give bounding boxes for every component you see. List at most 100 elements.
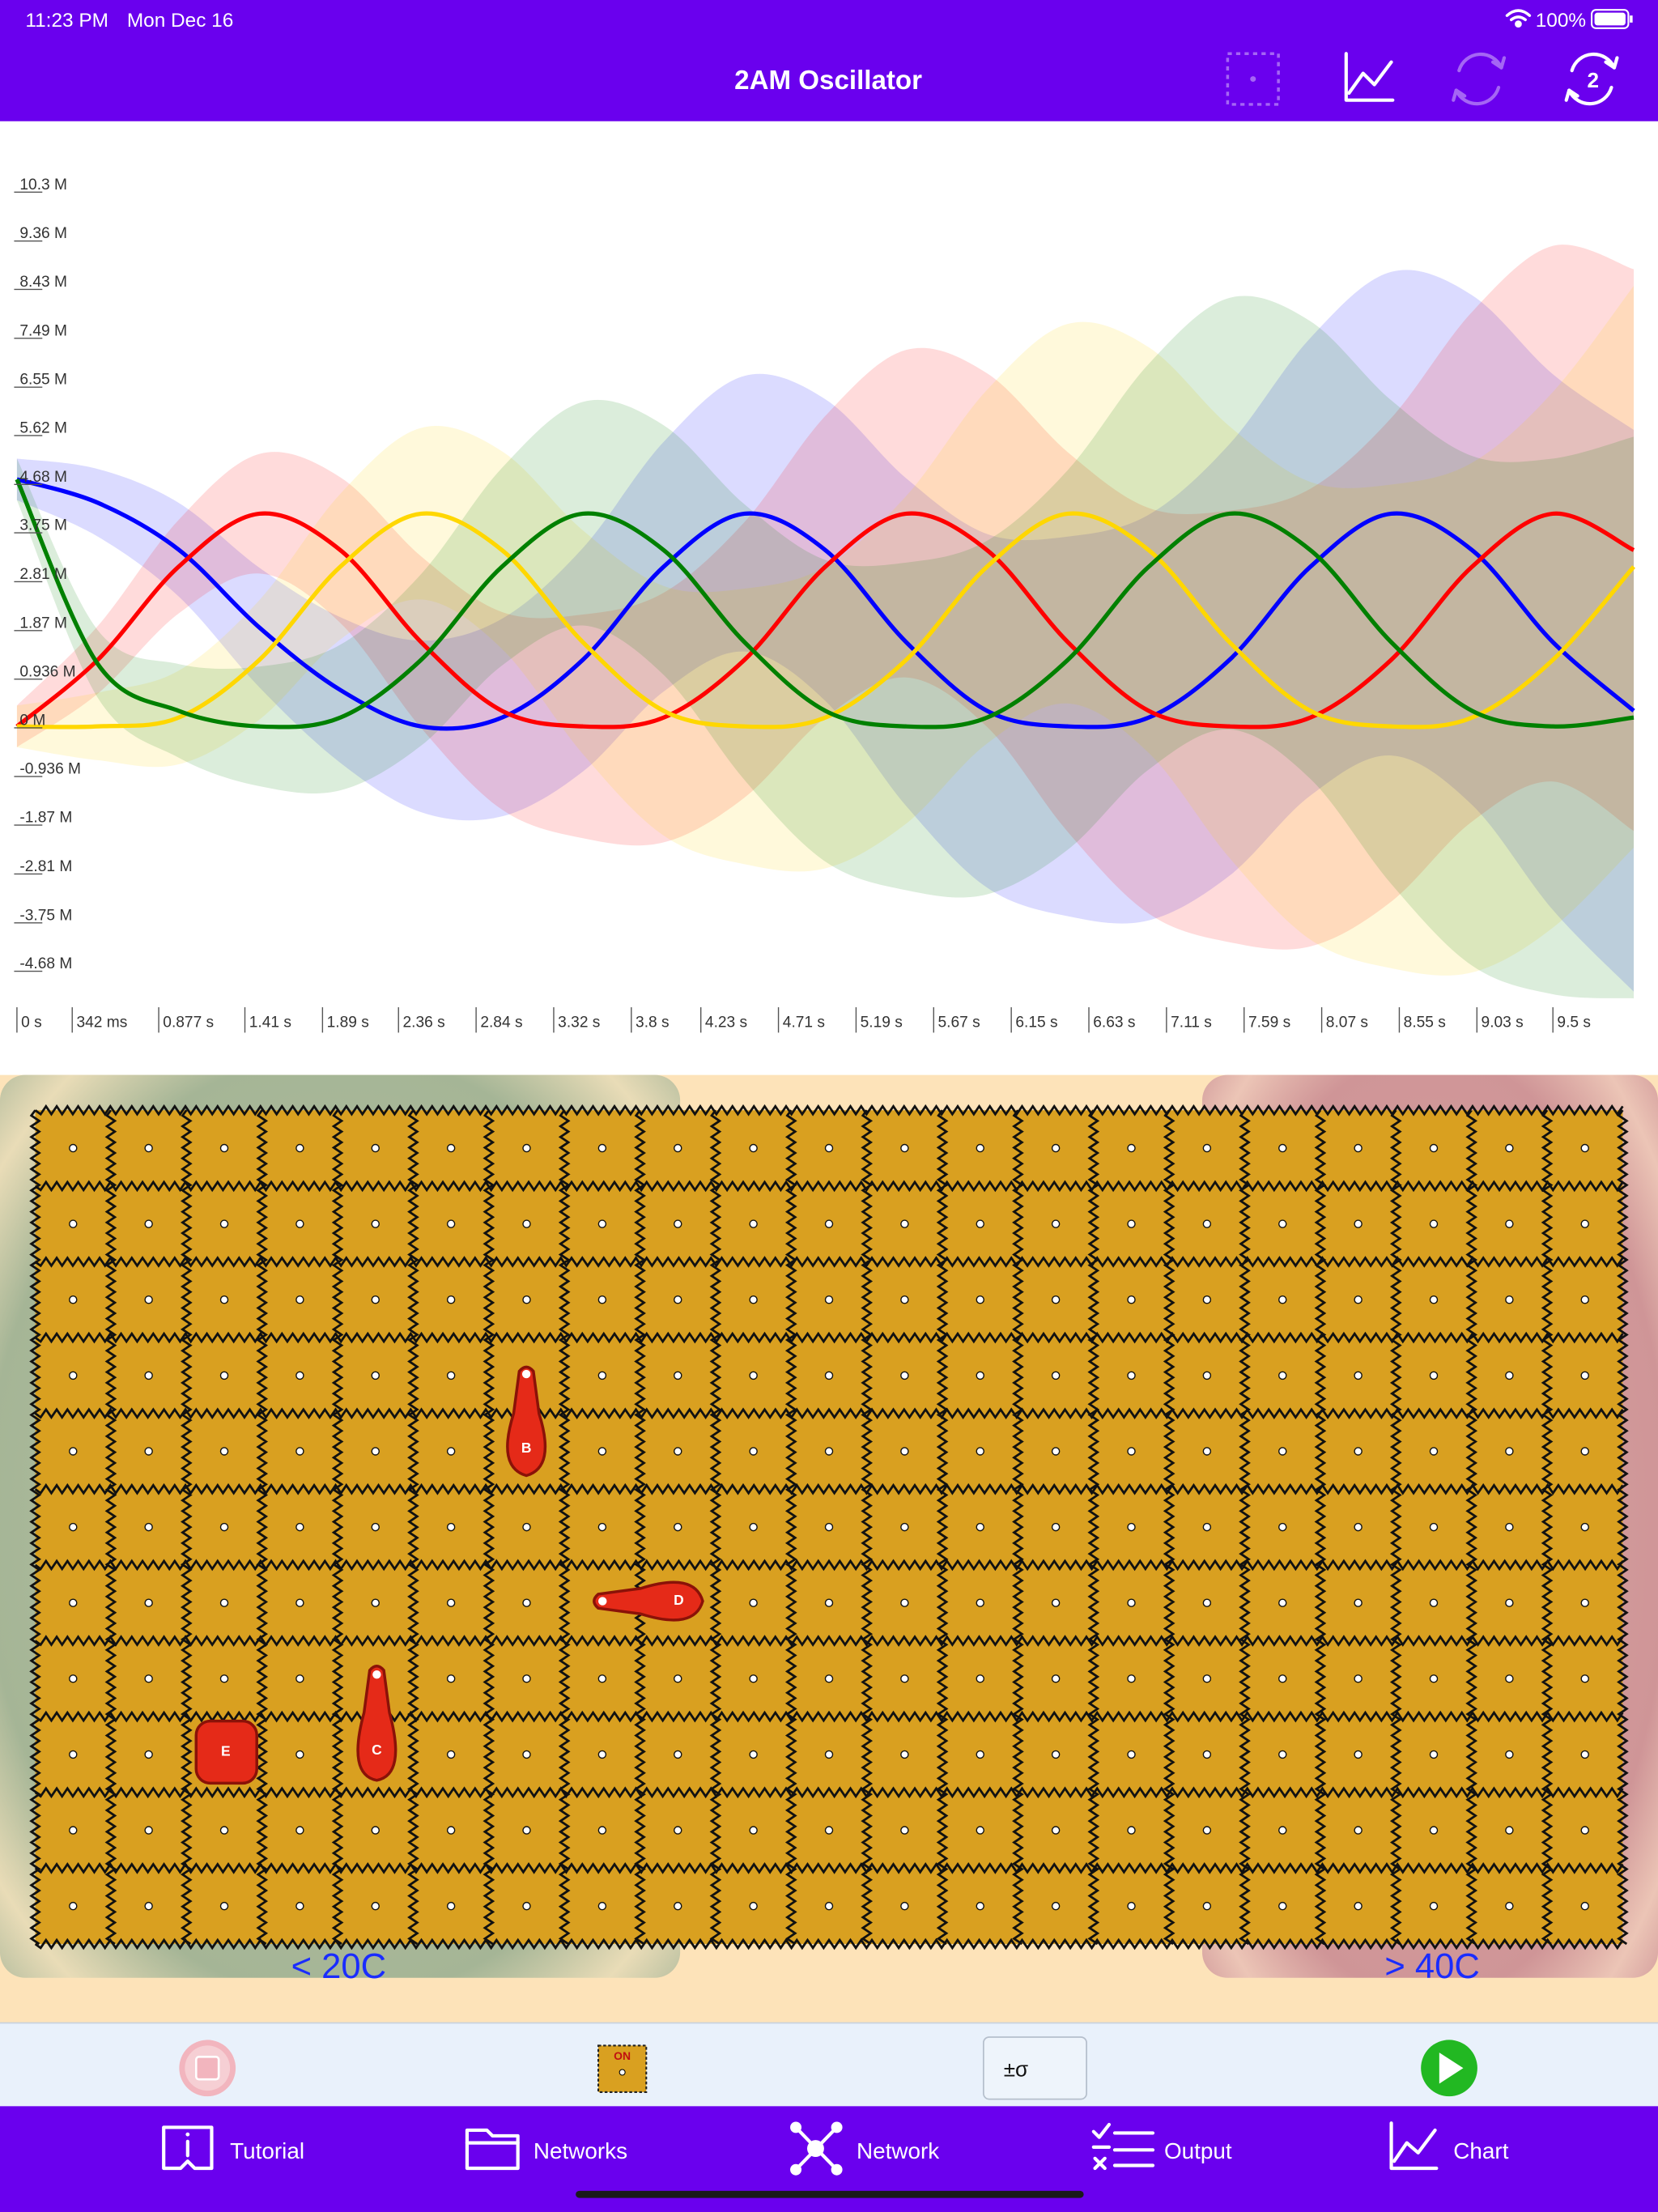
tile-dot (824, 1219, 834, 1228)
reset-button-part[interactable] (1490, 56, 1507, 70)
tile-dot (1354, 1674, 1363, 1683)
token-part[interactable] (194, 1719, 258, 1785)
tile-dot (144, 1674, 153, 1683)
tile-dot (824, 1447, 834, 1456)
replay-button-part[interactable] (1570, 52, 1617, 73)
token[interactable]: B (506, 1365, 547, 1478)
y-tick-label: -1.87 M (19, 810, 72, 827)
tile-dot (144, 1143, 153, 1153)
tile-dot (824, 1826, 834, 1835)
tile-dot (1202, 1826, 1212, 1835)
tab[interactable]: Network (790, 2121, 939, 2176)
tile-dot (69, 1295, 78, 1304)
tile-dot (219, 1901, 229, 1911)
wifi-icon-part (1505, 9, 1532, 17)
tab[interactable]: Chart (1389, 2121, 1509, 2171)
tile-dot (1429, 1750, 1439, 1759)
tab-label: Chart (1453, 2138, 1508, 2163)
tab[interactable]: Tutorial (162, 2125, 304, 2171)
tab[interactable]: Output (1091, 2122, 1232, 2171)
play-button[interactable] (1421, 2040, 1477, 2097)
tile-dot (1505, 1674, 1514, 1683)
tile-button-part[interactable] (1226, 52, 1280, 106)
tile-dot (69, 1143, 78, 1153)
tile-dot (219, 1219, 229, 1228)
play-button-part[interactable] (1439, 2052, 1464, 2084)
token-part[interactable] (506, 1365, 547, 1478)
replay-button-part[interactable] (1604, 56, 1619, 70)
tile-dot (900, 1219, 909, 1228)
tile-dot (749, 1522, 758, 1532)
tile-dot (295, 1447, 304, 1456)
chart-button[interactable] (1344, 52, 1395, 102)
token[interactable]: C (356, 1664, 397, 1782)
reset-button[interactable] (1452, 52, 1507, 106)
x-tick-label: 3.32 s (558, 1014, 600, 1031)
token-part[interactable] (593, 1580, 704, 1622)
tile-dot (522, 1901, 531, 1911)
y-tick-label: 1.87 M (19, 615, 67, 632)
stop-button-part[interactable] (194, 2056, 220, 2081)
tab-part[interactable] (185, 2132, 190, 2137)
x-tick-label: 6.15 s (1015, 1014, 1057, 1031)
tile-dot (749, 1674, 758, 1683)
tile-dot (900, 1674, 909, 1683)
tab-part[interactable] (1091, 2122, 1155, 2171)
tile-dot (976, 1674, 984, 1683)
spread-band (16, 245, 1635, 950)
tab-part[interactable] (162, 2125, 214, 2171)
sigma-button[interactable]: ±σ (982, 2036, 1087, 2100)
tile-dot (1278, 1750, 1287, 1759)
replay-button-part[interactable] (1564, 88, 1579, 102)
tile-button[interactable] (1226, 52, 1280, 106)
tab[interactable]: Networks (465, 2128, 627, 2171)
spread-band (16, 286, 1635, 976)
y-tick-label: 4.68 M (19, 469, 67, 486)
y-tick-label: -4.68 M (19, 955, 72, 972)
token[interactable]: D (593, 1580, 704, 1622)
tile-dot (674, 1674, 682, 1683)
replay-button[interactable]: 2 (1564, 52, 1619, 106)
tile-dot (1580, 1750, 1589, 1759)
reset-button-part[interactable] (1452, 88, 1467, 102)
tab-part[interactable] (1389, 2121, 1439, 2171)
tile-dot (1202, 1598, 1212, 1607)
tile-dot (900, 1447, 909, 1456)
battery-icon-part (1591, 9, 1630, 29)
tile-dot (976, 1522, 984, 1532)
tile-dot (1202, 1447, 1212, 1456)
tile-dot (674, 1447, 682, 1456)
token-part[interactable] (521, 1369, 531, 1379)
tab-part[interactable] (793, 2125, 839, 2172)
tile-toggle[interactable]: ON (597, 2044, 648, 2093)
token-part[interactable] (372, 1670, 381, 1679)
tile-dot (1354, 1522, 1363, 1532)
x-tick-label: 8.55 s (1404, 1014, 1446, 1031)
tile-toggle-part[interactable] (619, 2069, 626, 2076)
tile-toggle-part[interactable] (597, 2044, 648, 2093)
y-tick-label: -2.81 M (19, 858, 72, 875)
zone-label: < 20C (291, 1947, 386, 1986)
tile-button-part[interactable] (1250, 76, 1256, 83)
chart-button-part[interactable] (1344, 52, 1395, 102)
reset-button-part[interactable] (1457, 52, 1503, 73)
tab-part[interactable] (1392, 2128, 1437, 2163)
tile-dot (1354, 1598, 1363, 1607)
y-tick-label: 0 M (19, 712, 45, 729)
reset-button-part[interactable] (1454, 85, 1501, 106)
tile-dot (824, 1522, 834, 1532)
tile-dot (900, 1826, 909, 1835)
tab-part[interactable] (465, 2128, 520, 2171)
tile-dot (371, 1901, 380, 1911)
axes: 10.3 M 9.36 M 8.43 M 7.49 M 6.55 M 5.62 M 4.68… (14, 177, 1591, 1033)
tile-dot (1354, 1295, 1363, 1304)
token[interactable]: E (194, 1719, 258, 1785)
token-part[interactable] (598, 1597, 607, 1606)
chart-button-part[interactable] (1347, 60, 1393, 96)
stop-button[interactable] (179, 2040, 236, 2097)
replay-button-part[interactable] (1567, 85, 1613, 106)
tile-dot (1127, 1826, 1136, 1835)
token-part[interactable] (356, 1664, 397, 1782)
tile-dot (976, 1598, 984, 1607)
sigma-button-part[interactable] (982, 2036, 1087, 2100)
